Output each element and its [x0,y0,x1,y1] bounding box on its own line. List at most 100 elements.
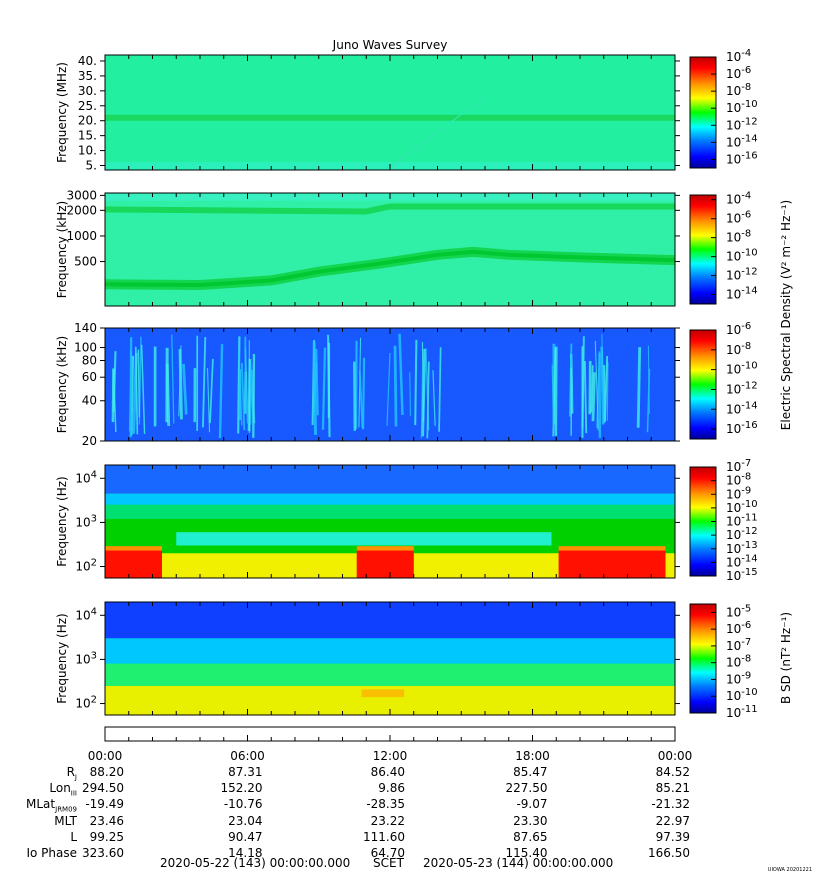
y-tick-label: 102 [75,695,97,711]
emission-burst [590,365,594,413]
y-tick-label: 100 [74,341,97,355]
ephemeris-value: 85.47 [513,765,548,779]
mid-region [105,663,675,686]
emission-burst [140,344,146,434]
colorbar-tick-label: 10-8 [726,654,751,670]
emission-burst [554,346,558,436]
emission-burst [583,361,588,434]
emission-burst [409,372,412,416]
emission-burst [315,349,319,416]
ephemeris-value: 14.18 [228,846,263,860]
y-tick-label: 500 [74,255,97,269]
ephemeris-value: -21.32 [651,797,690,812]
emission-burst [393,345,398,427]
colorbar-tick-label: 10-6 [726,65,751,81]
colorbar-tick-label: 10-9 [726,485,751,501]
ephemeris-value: -10.76 [223,797,263,812]
y-tick-label: 102 [75,558,97,574]
transition-region [105,493,675,505]
ephemeris-value: 86.40 [370,765,405,779]
y-tick-label: 104 [75,469,97,485]
colorbar-tick-label: 10-5 [726,603,751,619]
ephemeris-value: 87.65 [513,829,548,844]
emission-burst [362,357,366,430]
colorbar-tick-label: 10-16 [726,150,758,166]
colorbar-tick-label: 10-10 [726,99,758,115]
spectrogram-panel-1: 40.35.30.25.20.15.10.5. Frequency (MHz) 10… [55,48,758,173]
y-tick-label: 25. [78,99,97,113]
cyan-band [176,532,552,546]
ephemeris-label: L [70,829,77,844]
y-tick-label: 2000 [66,203,97,217]
colorbar-label: B SD (nT² Hz⁻¹) [779,612,793,704]
emission-burst [603,355,609,422]
spectrogram-panel-4: 104 103 102 Frequency (Hz) 10-710-810-910-10… [55,458,758,583]
colorbar-label: Electric Spectral Density (V² m⁻² Hz⁻¹) [779,200,793,430]
y-tick-label: 40. [78,54,97,68]
ephemeris-label: MLatJRM09 [26,797,77,814]
colorbar-tick-label: 10-9 [726,670,751,686]
ephemeris-value: 227.50 [505,781,548,796]
colorbar-tick-label: 10-8 [726,229,751,245]
y-tick-label: 30. [78,84,97,98]
ephemeris-value: 97.39 [655,829,690,844]
colorbar-tick-label: 10-14 [726,133,758,149]
colorbar-tick-label: 10-16 [726,420,758,436]
colorbar-tick-label: 10-6 [726,321,751,337]
mid-region [105,504,675,519]
ephemeris-value: 23.04 [228,813,263,828]
spectrogram-background [105,328,675,441]
ephemeris-value: 111.60 [363,829,405,844]
ephemeris-value: 87.31 [228,765,263,779]
colorbar-tick-label: 10-4 [726,191,751,207]
colorbar-tick-label: 10-11 [726,704,758,720]
emission-burst [218,344,224,439]
ephemeris-label: Io Phase [26,846,77,860]
ephemeris-value: 85.21 [655,781,690,796]
y-tick-label: 10. [78,144,97,158]
emission-burst [606,362,609,421]
emission-burst [252,353,256,438]
emission-burst [432,370,436,427]
ephemeris-value: 88.20 [89,765,124,779]
time-tick-label: 12:00 [373,749,408,763]
y-tick-label: 104 [75,606,97,622]
y-tick-label: 40 [82,394,97,408]
y-axis-label: Frequency (Hz) [55,476,69,567]
emission-burst [438,347,442,432]
emission-band-21mhz [105,114,675,121]
ephemeris-value: 294.50 [82,781,124,796]
ephemeris-value: 23.46 [89,813,124,828]
ephemeris-label: RJ [66,765,77,782]
emission-burst [420,369,424,439]
ephemeris-value: 64.70 [370,846,405,860]
colorbar-tick-label: 10-12 [726,526,758,542]
colorbar-tick-label: 10-11 [726,513,758,529]
ephemeris-value: 323.60 [82,846,124,860]
colorbar-tick-label: 10-12 [726,267,758,283]
ephemeris-value: 23.30 [513,813,548,828]
colorbar-tick-label: 10-7 [726,637,751,653]
emission-burst [182,363,188,415]
colorbar-tick-label: 10-6 [726,210,751,226]
y-tick-label: 103 [75,650,97,666]
ephemeris-value: 166.50 [648,846,690,860]
colorbar [689,329,717,440]
emission-burst [171,334,175,424]
emission-burst [600,346,605,425]
emission-burst [209,358,214,424]
emission-burst [238,348,243,426]
emission-burst [358,371,364,428]
footer-start: 2020-05-22 (143) 00:00:00.000 [160,856,350,870]
intense-emission [558,550,666,578]
footer-mid: SCET [373,856,405,870]
chart-title: Juno Waves Survey [332,38,448,52]
y-tick-label: 103 [75,513,97,529]
transition-region [105,638,675,664]
colorbar-tick-label: 10-10 [726,361,758,377]
colorbar-tick-label: 10-15 [726,567,758,583]
colorbar-tick-label: 10-14 [726,400,758,416]
